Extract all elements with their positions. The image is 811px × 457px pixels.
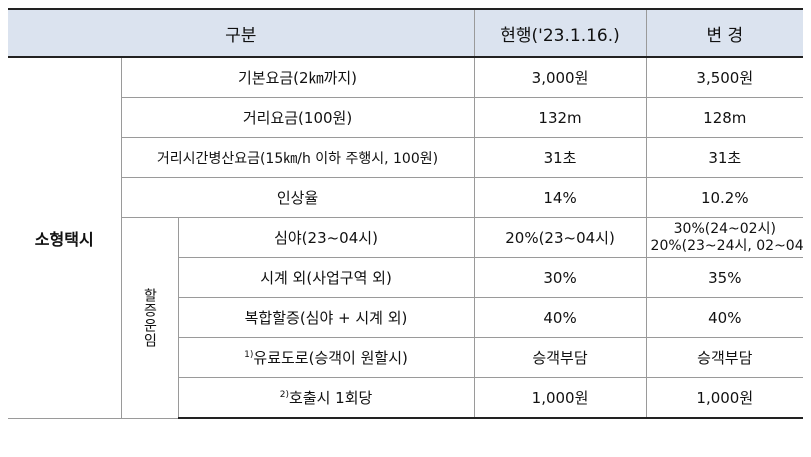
row-item: 기본요금(2㎞까지) xyxy=(120,56,475,98)
header-changed: 변 경 xyxy=(645,8,804,58)
row-changed: 128m xyxy=(645,97,804,138)
row-changed-line1: 30%(24~02시) xyxy=(673,220,776,237)
row-changed: 1,000원 xyxy=(645,377,804,419)
table-header-row: 구분 현행('23.1.16.) 변 경 xyxy=(8,8,804,58)
footnote-marker: 1) xyxy=(244,350,254,360)
row-changed: 승객부담 xyxy=(645,337,804,378)
row-current: 3,000원 xyxy=(473,56,647,98)
group-label-small-taxi: 소형택시 xyxy=(8,56,122,419)
row-item-text: 유료도로(승객이 원할시) xyxy=(253,349,408,367)
table-row: 할증운임 심야(23~04시) 20%(23~04시) 30%(24~02시) … xyxy=(8,217,804,419)
table-row: 거리요금(100원) 132m 128m xyxy=(8,97,804,138)
row-changed: 30%(24~02시) 20%(23~24시, 02~04시) xyxy=(645,217,804,258)
row-changed: 31초 xyxy=(645,137,804,178)
row-current: 1,000원 xyxy=(473,377,647,419)
row-item: 거리시간병산요금(15㎞/h 이하 주행시, 100원) xyxy=(120,137,475,178)
surcharge-label: 할증운임 xyxy=(120,217,179,419)
footnote-marker: 2) xyxy=(279,390,289,400)
row-item: 복합할증(심야 + 시계 외) xyxy=(177,297,475,338)
table-row: 인상율 14% 10.2% xyxy=(8,177,804,218)
header-category: 구분 xyxy=(8,8,475,58)
row-current: 40% xyxy=(473,297,647,338)
row-changed: 35% xyxy=(645,257,804,298)
row-item-text: 호출시 1회당 xyxy=(288,389,373,407)
row-item: 거리요금(100원) xyxy=(120,97,475,138)
table-row: 2)호출시 1회당 1,000원 1,000원 xyxy=(8,377,804,419)
row-current: 14% xyxy=(473,177,647,218)
row-current: 132m xyxy=(473,97,647,138)
row-current: 승객부담 xyxy=(473,337,647,378)
row-current: 30% xyxy=(473,257,647,298)
row-current: 31초 xyxy=(473,137,647,178)
row-current: 20%(23~04시) xyxy=(473,217,647,258)
table-row: 거리시간병산요금(15㎞/h 이하 주행시, 100원) 31초 31초 xyxy=(8,137,804,178)
taxi-fare-table: 구분 현행('23.1.16.) 변 경 소형택시 기본요금(2㎞까지) 3,0… xyxy=(8,8,804,419)
row-item: 2)호출시 1회당 xyxy=(177,377,475,419)
table-row: 1)유료도로(승객이 원할시) 승객부담 승객부담 xyxy=(8,337,804,378)
row-changed: 3,500원 xyxy=(645,56,804,98)
row-item: 심야(23~04시) xyxy=(177,217,475,258)
row-item: 1)유료도로(승객이 원할시) xyxy=(177,337,475,378)
row-changed: 40% xyxy=(645,297,804,338)
table-row: 소형택시 기본요금(2㎞까지) 3,000원 3,500원 xyxy=(8,56,804,419)
row-changed: 10.2% xyxy=(645,177,804,218)
row-item: 인상율 xyxy=(120,177,475,218)
row-item: 시계 외(사업구역 외) xyxy=(177,257,475,298)
row-changed-line2: 20%(23~24시, 02~04시) xyxy=(650,237,804,254)
header-current: 현행('23.1.16.) xyxy=(473,8,647,58)
